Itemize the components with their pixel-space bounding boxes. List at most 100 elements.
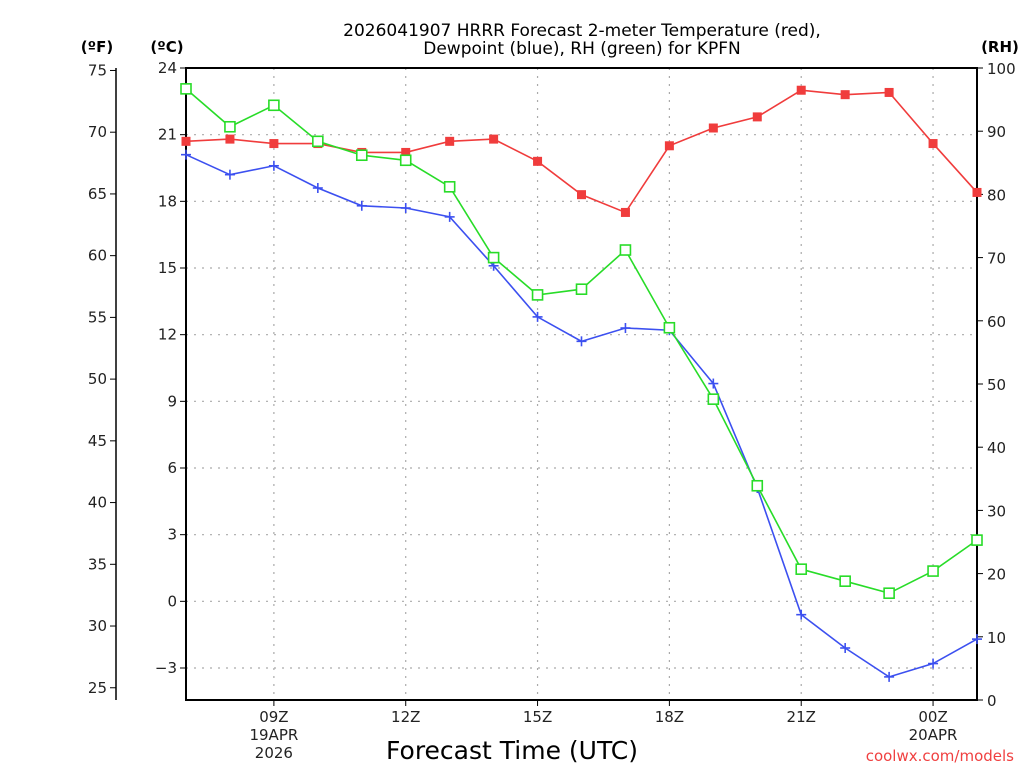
data-point bbox=[752, 112, 762, 122]
celsius-tick-label: 6 bbox=[167, 459, 177, 477]
plot-frame bbox=[185, 67, 978, 701]
data-point bbox=[531, 289, 544, 301]
data-point bbox=[796, 85, 806, 95]
x-tick-label: 20APR bbox=[909, 726, 958, 744]
data-point bbox=[663, 321, 676, 334]
rh-tick-label: 70 bbox=[987, 250, 1006, 268]
data-point bbox=[619, 244, 632, 256]
data-series bbox=[180, 83, 983, 682]
celsius-tick-label: 12 bbox=[158, 326, 177, 344]
data-point bbox=[576, 336, 587, 347]
data-point bbox=[577, 190, 586, 200]
data-point bbox=[796, 609, 807, 620]
celsius-axis-label: (ºC) bbox=[150, 38, 183, 56]
x-tick-label: 15Z bbox=[523, 708, 552, 726]
rh-tick-label: 100 bbox=[987, 60, 1016, 78]
rh-tick-label: 80 bbox=[987, 186, 1006, 204]
data-point bbox=[928, 658, 939, 669]
data-point bbox=[840, 643, 851, 653]
celsius-tick-label: 18 bbox=[158, 192, 177, 210]
celsius-tick-label: 3 bbox=[167, 526, 177, 544]
data-point bbox=[620, 207, 630, 217]
data-point bbox=[620, 323, 631, 333]
data-point bbox=[840, 90, 850, 100]
data-point bbox=[928, 139, 938, 149]
data-point bbox=[312, 183, 323, 193]
series-rh bbox=[180, 83, 983, 599]
data-point bbox=[972, 634, 982, 645]
data-point bbox=[971, 534, 983, 546]
rh-tick-label: 10 bbox=[987, 629, 1006, 647]
data-point bbox=[489, 134, 499, 144]
x-tick-label: 09Z bbox=[259, 708, 288, 726]
data-point bbox=[268, 160, 279, 171]
data-point bbox=[708, 378, 719, 389]
data-point bbox=[181, 136, 191, 146]
data-point bbox=[751, 479, 764, 492]
data-point bbox=[972, 187, 982, 197]
data-point bbox=[575, 283, 588, 296]
celsius-tick-label: 21 bbox=[158, 126, 177, 144]
data-point bbox=[224, 120, 236, 133]
data-point bbox=[400, 203, 411, 213]
rh-tick-label: 40 bbox=[987, 439, 1006, 457]
data-point bbox=[181, 149, 191, 160]
rh-tick-label: 30 bbox=[987, 502, 1006, 520]
data-point bbox=[883, 587, 895, 599]
data-point bbox=[444, 211, 455, 222]
data-point bbox=[355, 149, 368, 162]
data-point bbox=[268, 99, 280, 112]
celsius-tick-label: 24 bbox=[158, 59, 177, 77]
series-line bbox=[185, 153, 978, 678]
data-point bbox=[533, 156, 543, 166]
data-point bbox=[443, 181, 456, 193]
data-point bbox=[795, 563, 808, 575]
data-point bbox=[312, 135, 324, 148]
data-point bbox=[664, 141, 674, 151]
x-tick-label: 21Z bbox=[787, 708, 816, 726]
rh-tick-label: 60 bbox=[987, 313, 1006, 331]
rh-axis-label: (RH) bbox=[981, 38, 1019, 56]
data-point bbox=[269, 139, 279, 149]
fahrenheit-tick-label: 65 bbox=[88, 185, 107, 203]
celsius-tick-label: 15 bbox=[158, 259, 177, 277]
fahrenheit-tick-label: 70 bbox=[88, 123, 107, 141]
data-point bbox=[401, 147, 411, 157]
data-point bbox=[708, 123, 718, 133]
axes: −3 0 3 6 9 12 15 18 21 24 25 30 35 40 45 50 55 60 65 70 75 0 1… bbox=[88, 59, 1016, 710]
celsius-tick-label: −3 bbox=[155, 659, 177, 677]
data-point bbox=[927, 565, 939, 577]
data-point bbox=[707, 393, 720, 405]
fahrenheit-tick-label: 25 bbox=[88, 679, 107, 697]
chart-title-line-2: Dewpoint (blue), RH (green) for KPFN bbox=[423, 39, 740, 59]
fahrenheit-tick-label: 45 bbox=[88, 432, 107, 450]
fahrenheit-tick-label: 50 bbox=[88, 370, 107, 388]
data-point bbox=[356, 200, 367, 211]
rh-tick-label: 50 bbox=[987, 376, 1006, 394]
data-point bbox=[445, 136, 455, 146]
x-tick-label: 2026 bbox=[255, 744, 293, 762]
series-2-meter-temperature bbox=[181, 85, 982, 217]
data-point bbox=[884, 671, 895, 682]
celsius-tick-label: 9 bbox=[167, 392, 177, 410]
rh-tick-label: 20 bbox=[987, 566, 1006, 584]
rh-tick-label: 0 bbox=[987, 692, 997, 710]
x-tick-label: 19APR bbox=[249, 726, 298, 744]
fahrenheit-axis-label: (ºF) bbox=[81, 38, 113, 56]
fahrenheit-tick-label: 35 bbox=[88, 555, 107, 573]
data-point bbox=[884, 87, 894, 97]
fahrenheit-tick-label: 30 bbox=[88, 617, 107, 635]
series-dewpoint bbox=[181, 149, 982, 682]
rh-tick-label: 90 bbox=[987, 123, 1006, 141]
chart-title-line-1: 2026041907 HRRR Forecast 2-meter Tempera… bbox=[343, 21, 821, 41]
fahrenheit-tick-label: 40 bbox=[88, 494, 107, 512]
credit-link[interactable]: coolwx.com/models bbox=[866, 747, 1014, 765]
x-tick-label: 12Z bbox=[391, 708, 420, 726]
x-tick-label: 00Z bbox=[918, 708, 947, 726]
data-point bbox=[399, 154, 412, 167]
x-axis-title: Forecast Time (UTC) bbox=[386, 736, 638, 765]
fahrenheit-tick-label: 75 bbox=[88, 61, 107, 79]
data-point bbox=[839, 575, 851, 587]
